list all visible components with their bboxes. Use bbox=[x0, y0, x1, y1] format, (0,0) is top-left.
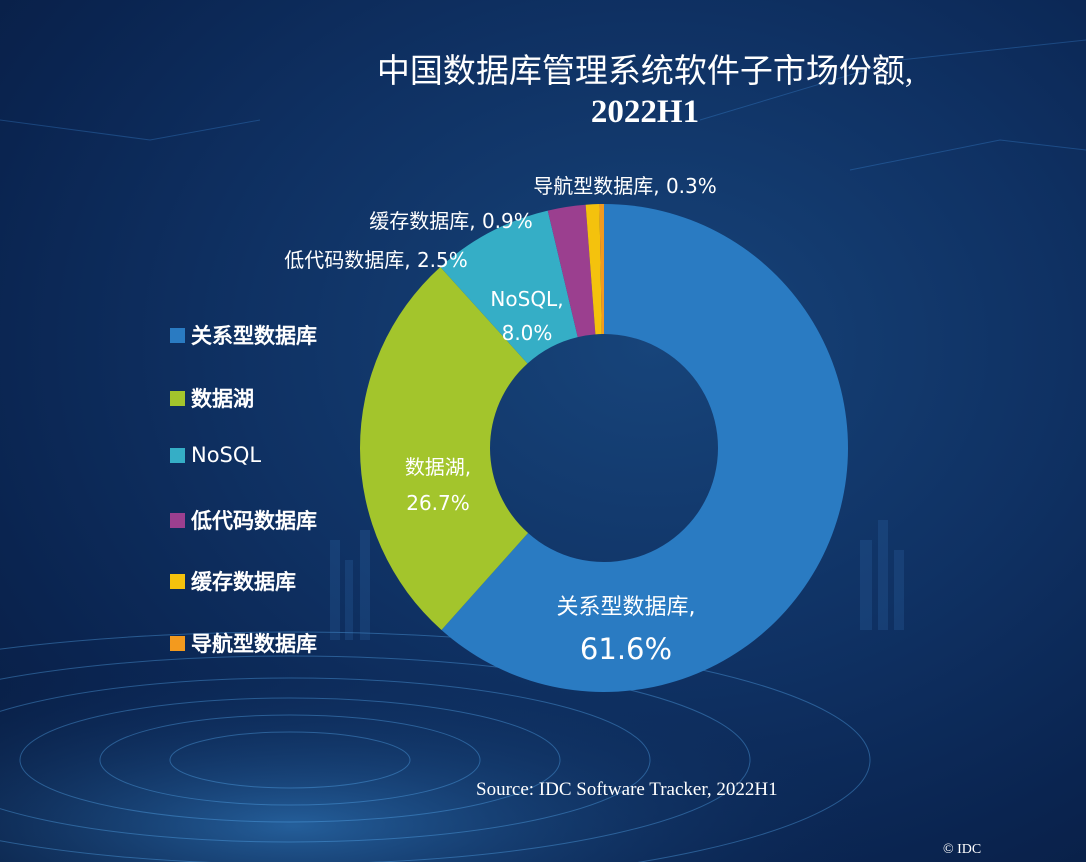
legend-label: NoSQL bbox=[191, 443, 262, 467]
legend-label: 导航型数据库 bbox=[191, 632, 317, 656]
data-label: 缓存数据库, 0.9% bbox=[369, 209, 533, 233]
legend-item: 缓存数据库 bbox=[170, 566, 296, 596]
legend-item: 低代码数据库 bbox=[170, 505, 317, 535]
data-label: NoSQL, bbox=[490, 287, 563, 311]
legend-swatch bbox=[170, 447, 185, 463]
legend-swatch bbox=[170, 635, 185, 651]
legend-swatch bbox=[170, 512, 185, 528]
data-label: 8.0% bbox=[502, 321, 553, 345]
data-label: 61.6% bbox=[580, 632, 672, 666]
source-note: Source: IDC Software Tracker, 2022H1 bbox=[476, 779, 778, 800]
chart-title-line1: 中国数据库管理系统软件子市场份额, bbox=[376, 54, 914, 90]
data-label: 关系型数据库, bbox=[557, 595, 696, 620]
legend-label: 低代码数据库 bbox=[191, 509, 317, 533]
legend-item: 导航型数据库 bbox=[170, 628, 317, 658]
legend-swatch bbox=[170, 327, 185, 343]
legend-label: 关系型数据库 bbox=[191, 324, 317, 348]
legend-swatch bbox=[170, 390, 185, 406]
donut-slice bbox=[547, 204, 596, 338]
copyright: © IDC bbox=[943, 842, 982, 857]
legend-item: 关系型数据库 bbox=[170, 320, 317, 350]
data-label: 数据湖, bbox=[405, 455, 471, 479]
chart-title: 中国数据库管理系统软件子市场份额, 2022H1 bbox=[200, 52, 1086, 132]
legend-swatch bbox=[170, 573, 185, 589]
data-label: 26.7% bbox=[406, 491, 470, 515]
donut-slice bbox=[441, 204, 848, 692]
legend-item: NoSQL bbox=[170, 443, 261, 467]
chart-title-line2: 2022H1 bbox=[590, 94, 700, 130]
donut-slice bbox=[585, 204, 602, 335]
data-label: 导航型数据库, 0.3% bbox=[533, 174, 717, 198]
legend-label: 缓存数据库 bbox=[191, 570, 296, 594]
legend-item: 数据湖 bbox=[170, 383, 254, 413]
donut-slice bbox=[440, 210, 578, 364]
legend-label: 数据湖 bbox=[191, 387, 254, 411]
data-label: 低代码数据库, 2.5% bbox=[284, 248, 468, 272]
donut-slice bbox=[599, 204, 604, 335]
donut-slice bbox=[359, 267, 529, 631]
